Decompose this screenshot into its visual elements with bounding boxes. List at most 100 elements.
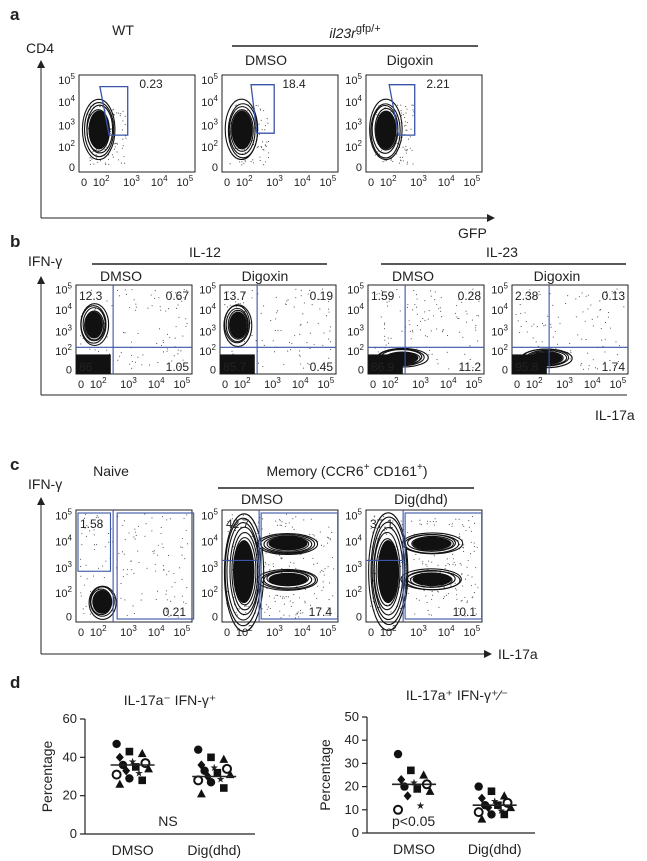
panel-c-plot-3-event (426, 601, 428, 603)
panel-a-plot-1-event (108, 163, 110, 165)
panel-c-plot-2-population (256, 568, 318, 591)
panel-c-plot-2-event (266, 608, 268, 610)
panel-b-plot-2-event (231, 350, 233, 352)
panel-b-plot-3-event (456, 304, 458, 307)
panel-b-plot-1-event (151, 305, 153, 307)
panel-c-plot-3-event (427, 609, 429, 612)
panel-b-plot-2-y-tick-exp: 3 (212, 323, 217, 332)
panel-b-plot-3-event (376, 293, 378, 295)
panel-d-chart-1-title: IL-17a⁻ IFN-γ⁺ (124, 692, 217, 708)
panel-c-plot-3-x-tick-exp: 5 (476, 624, 481, 633)
panel-c-plot-1-event (160, 526, 162, 529)
panel-b-plot-3-event (384, 339, 386, 341)
panel-b-plot-2-event (226, 306, 228, 308)
panel-b-plot-1-y-tick-label: 102 (55, 343, 72, 358)
panel-b-plot-4-event (543, 325, 545, 327)
panel-a-plot-3-gate-value: 2.21 (426, 77, 450, 91)
panel-b-plot-4-event (537, 294, 539, 296)
panel-a-plot-2-event (266, 141, 268, 143)
panel-d-chart-1-series-1-point (122, 766, 131, 776)
panel-a-plot-2-x-tick-exp: 2 (248, 174, 253, 183)
panel-a-plot-2-event (259, 108, 261, 110)
panel-b-plot-3-event (424, 319, 426, 322)
panel-a-plot-2-event (261, 129, 263, 131)
panel-b-plot-2-event (232, 353, 234, 355)
panel-b-plot-2-population-core (229, 311, 247, 339)
panel-b-plot-1-y-tick-exp: 3 (68, 323, 73, 332)
panel-b-plot-3-event (406, 306, 408, 309)
panel-b-plot-4-event (608, 311, 610, 314)
panel-b-plot-2-event (319, 308, 321, 310)
panel-d-chart-1-y-tick-label: 0 (70, 826, 77, 841)
panel-a-plot-3-event (392, 161, 394, 163)
panel-d-ns-label: NS (158, 813, 177, 829)
panel-b-plot-4-event (555, 347, 557, 349)
panel-a-plot-1-event (122, 145, 124, 147)
panel-a-plot-2-x-tick-label: 0 (224, 177, 230, 189)
panel-c-plot-2-contour (232, 537, 257, 606)
panel-a-plot-2-event (259, 159, 261, 162)
panel-b-plot-1-event (182, 335, 184, 337)
panel-b-plot-4-event (550, 326, 552, 328)
panel-b-plot-1-event (174, 337, 176, 339)
panel-c-plot-1-event (168, 570, 170, 572)
panel-c-plot-1-contour (88, 585, 117, 620)
panel-b-plot-3-event (412, 309, 414, 311)
panel-c-plot-1-event (161, 543, 163, 545)
panel-b-plot-4-event (550, 323, 552, 325)
panel-b-plot-4-q-upper-right: 0.13 (602, 289, 626, 303)
panel-b-plot-4-event (613, 364, 616, 367)
panel-c-plot-3-contour (368, 512, 409, 631)
panel-c-plot-3-event (415, 553, 417, 555)
panel-c-plot-1-y-tick-exp: 5 (68, 508, 73, 517)
panel-b-plot-1-y-tick-label: 103 (55, 323, 72, 338)
panel-c-plot-3-event (442, 597, 445, 600)
panel-c-plot-2-event (261, 518, 264, 520)
panel-c-plot-1-event (166, 574, 168, 576)
panel-c-plot-2-event (279, 610, 281, 612)
panel-a-plot-2-y-tick-label: 102 (201, 139, 218, 154)
panel-c-plot-2-event (269, 607, 271, 610)
panel-d-chart-2-y-tick-label: 20 (345, 779, 359, 794)
panel-c-plot-3-event (426, 565, 428, 567)
panel-b-plot-2-event (306, 321, 308, 323)
panel-b-plot-4-event (607, 316, 609, 318)
panel-c-plot-1-event (146, 567, 148, 569)
panel-d-chart-2-series-2-point (477, 793, 486, 803)
panel-a-plot-1-x-tick-label: 105 (176, 174, 193, 189)
panel-c-plot-1-event (181, 578, 183, 580)
panel-c-plot-1-event (153, 550, 155, 552)
panel-b-plot-2-event (287, 350, 289, 352)
panel-b-plot-1-event (166, 350, 168, 352)
panel-a-plot-2-event (267, 141, 270, 143)
panel-b-plot-2-y-tick-label: 0 (210, 365, 216, 377)
panel-b-plot-4-event (604, 361, 606, 363)
panel-b-plot-2-event (300, 363, 302, 365)
panel-b-plot-3-event (464, 353, 466, 355)
panel-c-plot-3-population-core (377, 540, 399, 604)
panel-b-plot-1-event (181, 300, 183, 302)
panel-c-plot-2-y-tick-label: 105 (201, 508, 218, 523)
panel-c-plot-3-event (474, 607, 476, 610)
panel-b-plot-3-event (466, 313, 468, 315)
panel-c-plot-3-title: Dig(dhd) (394, 491, 448, 507)
panel-c-plot-2-contour (223, 513, 265, 632)
panel-c-plot-2-event (273, 565, 275, 567)
panel-a-plot-1-y-tick-label: 103 (58, 117, 75, 132)
panel-b-plot-2-y-tick-exp: 5 (212, 281, 217, 290)
panel-c-plot-2-event (269, 595, 271, 597)
panel-a-plot-3-event (404, 148, 406, 150)
panel-b-plot-3-event (383, 324, 386, 326)
panel-a-plot-3-contour (370, 103, 401, 159)
panel-c-plot-3-event (476, 546, 478, 548)
panel-c-plot-3-event (471, 576, 473, 578)
panel-b-plot-1-event (89, 348, 91, 350)
panel-c-plot-1-event (157, 544, 159, 546)
panel-b-plot-2-event (224, 304, 226, 306)
panel-c-plot-3-event (411, 520, 413, 522)
panel-c-plot-2-event (313, 535, 315, 537)
panel-c-plot-1-event (80, 558, 82, 560)
panel-b-plot-2-event (328, 301, 330, 303)
panel-c-plot-2-event (281, 568, 283, 570)
panel-a-plot-3-event (409, 147, 411, 149)
